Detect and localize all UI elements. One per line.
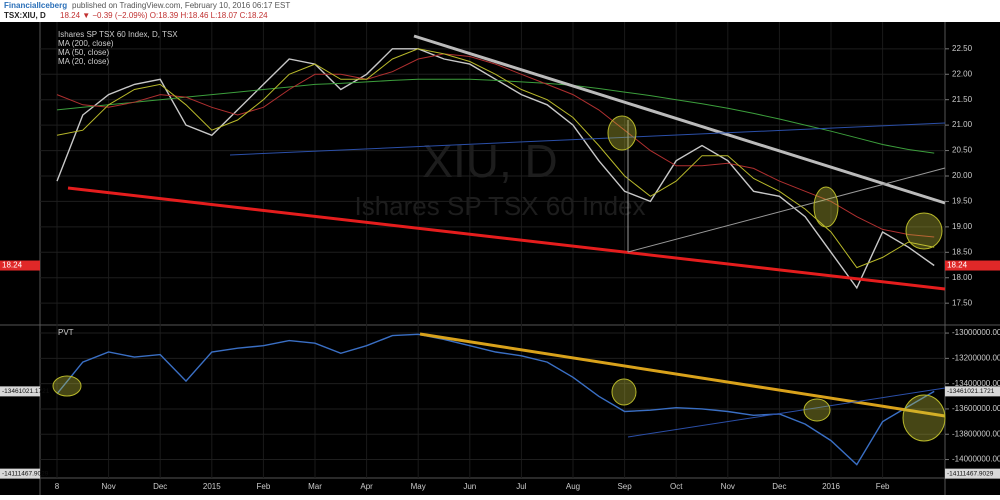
x-tick-label: 8 (55, 482, 60, 491)
y-tick-label: 22.00 (952, 69, 973, 78)
price-marker-label: 18.24 (947, 261, 968, 270)
y-tick-label: 21.00 (952, 120, 973, 129)
x-tick-label: Dec (153, 482, 167, 491)
y-tick-label: 17.50 (952, 298, 973, 307)
x-tick-label: Apr (360, 482, 373, 491)
header-bar (0, 0, 1000, 22)
y-tick-label: 22.50 (952, 44, 973, 53)
plot-background (0, 22, 1000, 495)
y-tick-label: 20.00 (952, 171, 973, 180)
price-marker (0, 260, 40, 271)
y-tick-label: -14000000.0000 (952, 455, 1000, 464)
highlight (607, 115, 637, 151)
x-tick-label: Feb (876, 482, 890, 491)
pane-title: PVT (58, 328, 74, 337)
trendline (419, 332, 946, 418)
series-line (56, 48, 935, 269)
price-marker-label: -14111467.9029 (2, 470, 49, 477)
y-tick-label: 19.50 (952, 197, 973, 206)
quote: 18.24 ▼ −0.39 (−2.09%) O:18.39 H:18.46 L… (60, 11, 268, 20)
highlight (803, 398, 831, 422)
x-tick-label: Dec (772, 482, 786, 491)
pane-title: Ishares SP TSX 60 Index, D, TSX (58, 30, 178, 39)
x-tick-label: Feb (257, 482, 271, 491)
x-tick-label: Nov (721, 482, 735, 491)
price-marker (0, 468, 40, 479)
price-marker-label: -13461021.1721 (2, 388, 50, 395)
symbol: TSX:XIU, D (4, 11, 46, 20)
highlight (52, 375, 82, 397)
y-tick-label: -13800000.0000 (952, 429, 1000, 438)
trendline (229, 122, 946, 156)
x-tick-label: Oct (670, 482, 683, 491)
header-text: published on TradingView.com, February 1… (72, 1, 290, 10)
price-marker (0, 386, 40, 397)
x-tick-label: Sep (617, 482, 632, 491)
highlight (611, 378, 637, 406)
y-tick-label: 21.50 (952, 95, 973, 104)
trendline (413, 34, 946, 205)
price-marker-label: -14111467.9029 (947, 470, 994, 477)
legend-entry: MA (20, close) (58, 57, 109, 66)
drawings (52, 34, 946, 442)
y-tick-label: 18.00 (952, 273, 973, 282)
y-tick-label: -13200000.0000 (952, 353, 1000, 362)
series-line (56, 333, 935, 466)
x-tick-label: May (411, 482, 426, 491)
watermark-subtitle: Ishares SP TSX 60 Index (355, 191, 646, 221)
y-tick-label: 19.00 (952, 222, 973, 231)
y-tick-label: -13600000.0000 (952, 404, 1000, 413)
legend-entry: MA (200, close) (58, 39, 114, 48)
x-tick-label: 2016 (822, 482, 840, 491)
trendline (627, 167, 946, 253)
y-tick-label: -13400000.0000 (952, 379, 1000, 388)
trendline (627, 387, 946, 438)
x-tick-label: Aug (566, 482, 580, 491)
x-tick-label: Nov (101, 482, 115, 491)
price-marker (945, 468, 1000, 479)
y-tick-label: 18.50 (952, 247, 973, 256)
series-line (56, 53, 935, 238)
x-tick-label: Mar (308, 482, 322, 491)
series-line (56, 78, 935, 154)
y-tick-label: 20.50 (952, 146, 973, 155)
y-tick-label: -13000000.0000 (952, 328, 1000, 337)
price-marker-label: 18.24 (2, 261, 23, 270)
author[interactable]: FinancialIceberg (4, 1, 67, 10)
x-tick-label: Jun (463, 482, 476, 491)
x-tick-label: Jul (516, 482, 526, 491)
highlight (905, 212, 943, 250)
x-tick-label: 2015 (203, 482, 221, 491)
highlight (813, 186, 839, 228)
price-marker (945, 260, 1000, 271)
trendline (67, 186, 946, 291)
legend-entry: MA (50, close) (58, 48, 109, 57)
price-marker-label: -13461021.1721 (947, 388, 995, 395)
series-line (56, 48, 935, 290)
highlight (902, 394, 946, 442)
price-marker (945, 386, 1000, 397)
